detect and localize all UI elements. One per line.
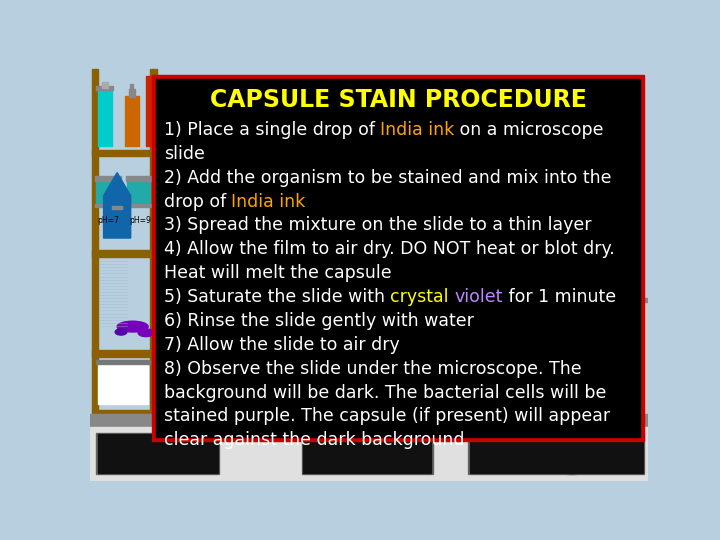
Text: stained purple. The capsule (if present) will appear: stained purple. The capsule (if present)… — [163, 408, 610, 426]
Bar — [96, 86, 113, 90]
Text: 3) Spread the mixture on the slide to a thin layer: 3) Spread the mixture on the slide to a … — [163, 217, 591, 234]
Bar — [91, 69, 98, 411]
Text: 1) Place a single drop of: 1) Place a single drop of — [163, 121, 380, 139]
Text: 4) Allow the film to air dry. DO NOT heat or blot dry.: 4) Allow the film to air dry. DO NOT hea… — [163, 240, 614, 258]
Bar — [156, 79, 640, 437]
Bar — [96, 179, 120, 206]
Bar — [98, 88, 112, 146]
Bar — [145, 76, 169, 146]
Text: slide: slide — [163, 145, 204, 163]
Text: background will be dark. The bacterial cells will be: background will be dark. The bacterial c… — [163, 383, 606, 402]
Bar — [126, 204, 152, 207]
Bar — [98, 361, 148, 403]
Ellipse shape — [117, 321, 148, 332]
Text: on a microscope: on a microscope — [454, 121, 604, 139]
Text: pH=9: pH=9 — [129, 215, 150, 225]
Text: violet: violet — [454, 288, 503, 306]
Text: drop of: drop of — [163, 193, 231, 211]
Bar — [96, 433, 220, 475]
Bar — [91, 249, 157, 256]
Bar — [567, 433, 644, 475]
Text: 8) Observe the slide under the microscope. The: 8) Observe the slide under the microscop… — [163, 360, 581, 377]
Bar — [150, 69, 157, 411]
Text: clear against the dark background: clear against the dark background — [163, 431, 464, 449]
Bar — [594, 298, 648, 302]
Bar — [94, 204, 121, 207]
Text: 6) Rinse the slide gently with water: 6) Rinse the slide gently with water — [163, 312, 474, 330]
Text: crystal: crystal — [390, 288, 449, 306]
Text: India ink: India ink — [231, 193, 305, 211]
Bar — [125, 96, 139, 146]
Bar — [152, 75, 644, 441]
Text: 7) Allow the slide to air dry: 7) Allow the slide to air dry — [163, 336, 400, 354]
Text: 2) Add the organism to be stained and mix into the: 2) Add the organism to be stained and mi… — [163, 168, 611, 187]
Bar — [102, 82, 108, 88]
Bar — [302, 433, 433, 475]
Bar — [114, 192, 120, 206]
Bar — [468, 433, 576, 475]
Bar — [469, 434, 575, 473]
Bar — [96, 360, 150, 363]
Bar — [598, 303, 644, 408]
Bar — [91, 410, 157, 417]
Text: Heat will melt the capsule: Heat will melt the capsule — [163, 264, 391, 282]
Text: CAPSULE STAIN PROCEDURE: CAPSULE STAIN PROCEDURE — [210, 88, 587, 112]
Bar — [98, 434, 218, 473]
Text: 5) Saturate the slide with: 5) Saturate the slide with — [163, 288, 390, 306]
Bar — [130, 84, 133, 90]
Bar — [127, 179, 150, 206]
Bar — [569, 434, 642, 473]
Bar — [126, 177, 152, 181]
Text: India ink: India ink — [380, 121, 454, 139]
Ellipse shape — [115, 329, 127, 335]
Text: pH=7: pH=7 — [98, 215, 120, 225]
Text: for 1 minute: for 1 minute — [503, 288, 616, 306]
Bar — [94, 177, 121, 181]
FancyArrow shape — [104, 173, 131, 238]
Bar — [90, 414, 648, 428]
Bar — [594, 300, 648, 411]
Bar — [91, 350, 157, 356]
Ellipse shape — [138, 329, 153, 336]
Bar — [129, 90, 135, 97]
Bar — [91, 150, 157, 157]
Bar — [303, 434, 431, 473]
Bar — [112, 206, 122, 209]
Bar — [90, 427, 648, 481]
